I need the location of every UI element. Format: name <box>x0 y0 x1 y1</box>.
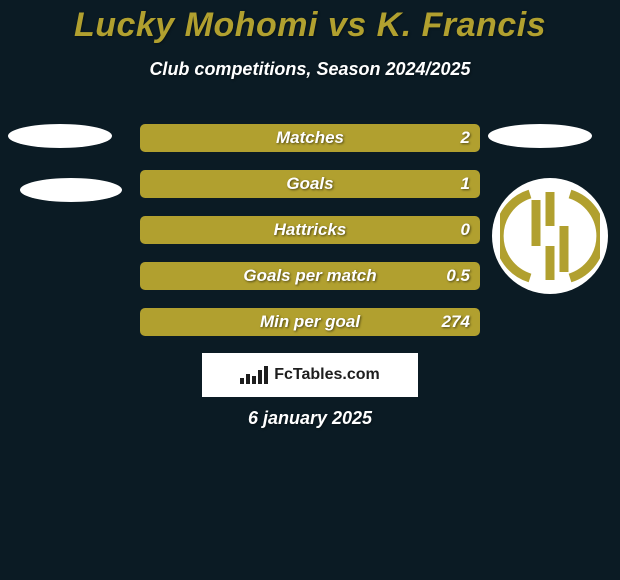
date-text: 6 january 2025 <box>0 408 620 429</box>
stat-label: Goals per match <box>140 262 480 290</box>
branding-text: FcTables.com <box>274 366 380 384</box>
stat-row: Goals1 <box>140 170 480 198</box>
stat-row: Matches2 <box>140 124 480 152</box>
subtitle: Club competitions, Season 2024/2025 <box>0 59 620 80</box>
bar-chart-icon <box>240 366 268 384</box>
player-right-club-badge <box>492 178 608 294</box>
stat-row: Hattricks0 <box>140 216 480 244</box>
club-emblem-icon <box>500 186 600 286</box>
stat-value-right: 274 <box>442 308 470 336</box>
stat-row: Goals per match0.5 <box>140 262 480 290</box>
stat-label: Goals <box>140 170 480 198</box>
stat-value-right: 2 <box>461 124 470 152</box>
comparison-card: Lucky Mohomi vs K. Francis Club competit… <box>0 0 620 580</box>
branding-badge: FcTables.com <box>202 353 418 397</box>
stat-label: Hattricks <box>140 216 480 244</box>
player-left-avatar <box>8 124 112 148</box>
stat-row: Min per goal274 <box>140 308 480 336</box>
stat-value-right: 0.5 <box>446 262 470 290</box>
page-title: Lucky Mohomi vs K. Francis <box>0 0 620 45</box>
player-right-avatar <box>488 124 592 148</box>
stat-label: Min per goal <box>140 308 480 336</box>
stat-value-right: 1 <box>461 170 470 198</box>
stat-label: Matches <box>140 124 480 152</box>
stat-value-right: 0 <box>461 216 470 244</box>
stats-table: Matches2Goals1Hattricks0Goals per match0… <box>140 124 480 354</box>
player-left-club-badge <box>20 178 122 202</box>
